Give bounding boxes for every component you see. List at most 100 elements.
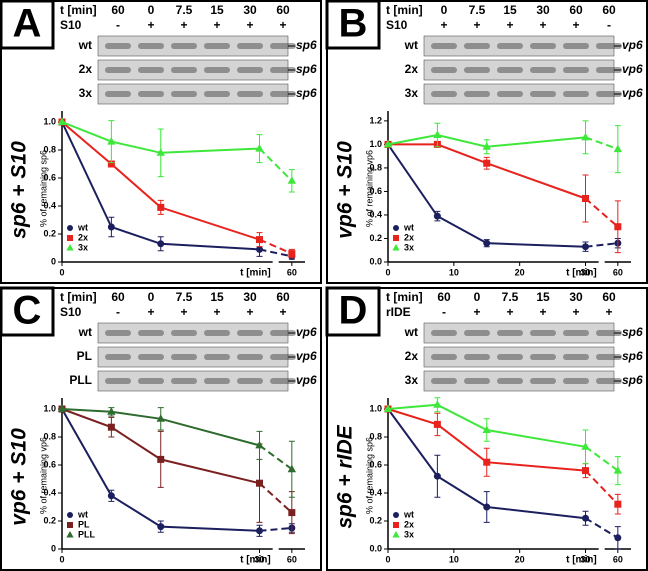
- y-tick-label: 0.6: [369, 459, 382, 469]
- blot-band: [138, 330, 164, 336]
- blot-row-label: wt: [78, 325, 92, 339]
- blot-band: [270, 330, 296, 336]
- treatment-label: rIDE: [386, 305, 411, 319]
- legend-label: 3x: [78, 242, 88, 252]
- marker: [57, 117, 67, 125]
- blot-band: [171, 43, 197, 49]
- panel-title: sp6 + rIDE: [334, 424, 357, 528]
- time-value: 0: [474, 290, 481, 304]
- treatment-value: +: [246, 305, 253, 319]
- panel-letter: A: [13, 2, 42, 46]
- marker: [107, 407, 116, 415]
- blot-band: [138, 354, 164, 360]
- blot-band: [530, 354, 556, 360]
- time-value: 15: [210, 290, 224, 304]
- marker: [482, 425, 491, 433]
- time-value: 30: [536, 3, 550, 17]
- blot-band: [237, 91, 263, 97]
- time-value: 7.5: [502, 290, 519, 304]
- blot-band: [464, 91, 490, 97]
- blot-target: sp6: [296, 86, 317, 100]
- blot-band: [270, 354, 296, 360]
- series-line: [61, 408, 260, 532]
- legend-label: wt: [403, 222, 414, 232]
- time-value: 60: [276, 3, 290, 17]
- x-axis-label: t [min]: [240, 555, 271, 566]
- blot-band: [563, 354, 589, 360]
- marker: [157, 203, 165, 211]
- treatment-value: +: [180, 305, 187, 319]
- x-tick-label: 60: [287, 267, 297, 277]
- treatment-value: +: [506, 18, 513, 32]
- blot-band: [497, 67, 523, 73]
- panel-letter: B: [339, 2, 368, 46]
- legend-label: 3x: [404, 529, 414, 539]
- blot-target: vp6: [622, 38, 643, 52]
- x-tick-label: 0: [59, 554, 64, 564]
- y-tick-label: 0.2: [369, 515, 382, 525]
- x-tick-label: 60: [613, 554, 623, 564]
- marker: [613, 144, 623, 153]
- marker: [433, 130, 442, 138]
- blot-target: sp6: [622, 325, 643, 339]
- time-value: 60: [602, 290, 616, 304]
- time-value: 60: [602, 3, 616, 17]
- series-line-broken: [585, 136, 619, 151]
- blot-row-label: 2x: [405, 62, 419, 76]
- series-line-broken: [584, 197, 619, 228]
- marker: [433, 400, 442, 408]
- time-value: 15: [503, 3, 517, 17]
- blot-band: [237, 330, 263, 336]
- panel-border: [326, 287, 648, 571]
- blot-band: [431, 91, 457, 97]
- legend-label: PLL: [78, 529, 96, 539]
- y-tick-label: 0.2: [369, 233, 382, 243]
- time-value: 15: [210, 3, 224, 17]
- time-label: t [min]: [60, 3, 97, 17]
- time-value: 60: [111, 290, 125, 304]
- marker: [582, 467, 589, 475]
- treatment-value: +: [572, 18, 579, 32]
- blot-band: [237, 67, 263, 73]
- blot-band: [431, 354, 457, 360]
- marker: [482, 142, 491, 150]
- blot-target: vp6: [296, 325, 317, 339]
- series-line-broken: [259, 248, 293, 258]
- x-tick-label: 20: [515, 554, 525, 564]
- series-line-broken: [584, 469, 619, 505]
- time-value: 60: [111, 3, 125, 17]
- legend-marker: [67, 512, 73, 518]
- y-axis-label: % of remaining sp6: [364, 437, 374, 514]
- time-value: 30: [243, 290, 257, 304]
- blot-band: [105, 91, 131, 97]
- blot-target: vp6: [622, 62, 643, 76]
- blot-band: [596, 378, 622, 384]
- blot-target: vp6: [622, 86, 643, 100]
- series-line-broken: [259, 527, 292, 532]
- blot-band: [596, 67, 622, 73]
- marker: [433, 212, 441, 220]
- blot-band: [563, 330, 589, 336]
- time-value: 30: [243, 3, 257, 17]
- series-line: [61, 121, 260, 251]
- time-value: 7.5: [469, 3, 486, 17]
- series-line: [61, 121, 260, 154]
- y-axis-label: % of remaining sp6: [38, 150, 48, 227]
- series-line: [387, 408, 586, 472]
- panel-border: [326, 0, 648, 284]
- blot-band: [596, 43, 622, 49]
- time-value: 7.5: [176, 3, 193, 17]
- series-line-broken: [259, 238, 293, 255]
- blot-band: [464, 354, 490, 360]
- time-label: t [min]: [386, 290, 423, 304]
- legend-marker: [392, 244, 400, 251]
- blot-band: [464, 330, 490, 336]
- x-tick-label: 30: [580, 267, 590, 277]
- marker: [156, 148, 165, 156]
- treatment-value: -: [442, 305, 446, 319]
- treatment-value: -: [607, 18, 611, 32]
- legend-label: wt: [77, 222, 88, 232]
- blot-band: [530, 43, 556, 49]
